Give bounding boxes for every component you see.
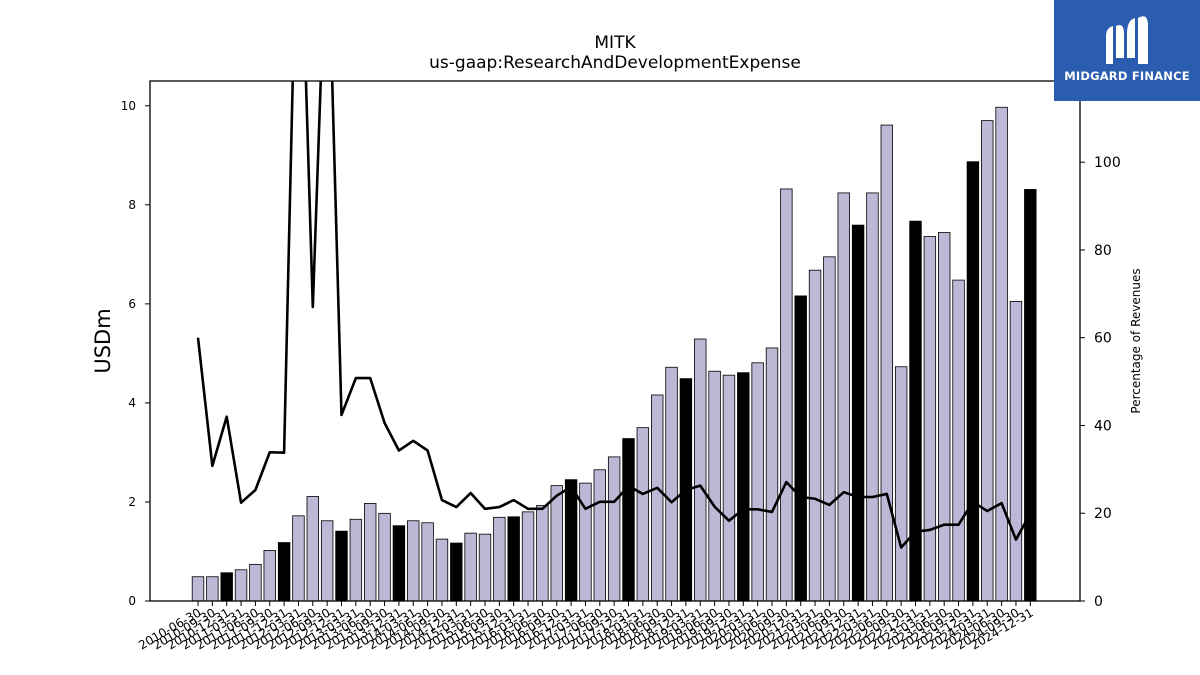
y-axis-left: 0 2 4 6 8 10 xyxy=(121,99,150,608)
y-tick-label-left: 6 xyxy=(128,297,136,311)
y-tick-label-right: 80 xyxy=(1094,243,1112,259)
bar-2010-09-30 xyxy=(206,576,219,602)
bar-2018-03-31 xyxy=(636,427,650,602)
bar-2016-12-31 xyxy=(564,479,578,602)
bar-2024-12-31 xyxy=(1024,189,1037,602)
bar-2021-03-31 xyxy=(808,269,822,602)
bar-2013-03-31 xyxy=(349,518,363,602)
bar-2023-12-31 xyxy=(966,161,980,602)
bar-2020-12-31 xyxy=(794,295,807,602)
pct-of-revenues-line xyxy=(196,81,1032,549)
bar-2022-03-31 xyxy=(866,192,879,602)
bar-2015-09-30 xyxy=(493,516,506,602)
chart-subtitle: us-gaap:ResearchAndDevelopmentExpense xyxy=(429,53,801,73)
bar-2011-09-30 xyxy=(263,550,276,602)
bar-2014-03-31 xyxy=(407,520,420,602)
bar-2014-09-30 xyxy=(435,538,449,602)
bar-2022-06-30 xyxy=(880,124,894,602)
y-tick-label-right: 0 xyxy=(1094,594,1103,610)
bar-2012-03-31 xyxy=(292,515,305,602)
bar-2013-12-31 xyxy=(392,525,406,602)
y-axis-label-right: Percentage of Revenues xyxy=(1129,268,1143,413)
bar-2015-12-31 xyxy=(507,516,520,602)
bar-2013-06-30 xyxy=(363,503,377,602)
bar-2019-03-31 xyxy=(694,338,707,602)
y-tick-label-left: 10 xyxy=(121,99,136,113)
bar-series xyxy=(191,106,1037,602)
bar-2014-12-31 xyxy=(450,542,463,602)
plot-frame xyxy=(149,80,1081,602)
bar-2022-09-30 xyxy=(894,366,908,602)
brand-logo-text: MIDGARD FINANCE xyxy=(1064,69,1190,83)
bar-2016-06-30 xyxy=(536,505,549,602)
bar-2016-03-31 xyxy=(521,511,535,602)
y-tick-label-left: 2 xyxy=(128,495,136,509)
bar-2024-06-30 xyxy=(995,106,1008,602)
bar-2024-03-31 xyxy=(981,120,994,602)
y-axis-right: 0 20 40 60 80 100 xyxy=(1080,155,1121,610)
bar-2020-03-31 xyxy=(751,362,764,602)
chart-title: MITK xyxy=(594,33,636,53)
bar-2018-09-30 xyxy=(665,366,678,602)
bar-2011-12-31 xyxy=(277,542,291,602)
bar-2010-06-30 xyxy=(191,576,205,602)
bar-2023-09-30 xyxy=(952,279,965,602)
midgard-logo-icon xyxy=(1106,16,1148,64)
bar-2012-12-31 xyxy=(335,530,348,602)
y-axis-label-left: USDm xyxy=(91,308,115,373)
bar-2011-06-30 xyxy=(249,563,262,602)
y-tick-label-left: 8 xyxy=(128,198,136,212)
bar-2020-06-30 xyxy=(765,347,779,602)
bar-2020-09-30 xyxy=(780,188,793,602)
bar-2015-03-31 xyxy=(464,532,477,602)
x-axis: 2010-06-302010-09-302010-12-312011-03-31… xyxy=(136,601,1036,652)
bar-2017-06-30 xyxy=(593,469,607,602)
bar-2021-06-30 xyxy=(823,256,836,602)
bar-2014-06-30 xyxy=(421,522,434,602)
bar-2019-06-30 xyxy=(708,370,721,602)
brand-logo: MIDGARD FINANCE xyxy=(1054,0,1200,101)
y-tick-label-left: 0 xyxy=(128,594,136,608)
y-tick-label-right: 60 xyxy=(1094,331,1112,347)
y-tick-label-right: 40 xyxy=(1094,418,1112,434)
bar-2013-09-30 xyxy=(378,512,391,602)
bar-2021-09-30 xyxy=(837,192,850,602)
bar-2019-09-30 xyxy=(722,374,736,602)
y-tick-label-right: 20 xyxy=(1094,506,1112,522)
bar-2017-09-30 xyxy=(607,456,621,602)
pct-line-series xyxy=(196,81,1032,549)
y-tick-label-left: 4 xyxy=(128,396,136,410)
bar-2018-06-30 xyxy=(651,394,664,602)
bar-2024-09-30 xyxy=(1009,300,1023,602)
bar-2023-03-31 xyxy=(923,236,937,602)
bar-2015-06-30 xyxy=(478,533,492,602)
y-tick-label-right: 100 xyxy=(1094,155,1121,171)
bar-2017-12-31 xyxy=(622,438,635,602)
bar-2016-09-30 xyxy=(550,485,563,602)
bar-2012-06-30 xyxy=(306,496,320,602)
bar-2012-09-30 xyxy=(320,520,334,602)
bar-2023-06-30 xyxy=(938,232,951,602)
bar-2010-12-31 xyxy=(220,572,233,602)
bar-2019-12-31 xyxy=(737,372,750,602)
bar-2011-03-31 xyxy=(234,569,248,602)
bar-2021-12-31 xyxy=(851,224,865,602)
bar-2022-12-31 xyxy=(909,220,922,602)
